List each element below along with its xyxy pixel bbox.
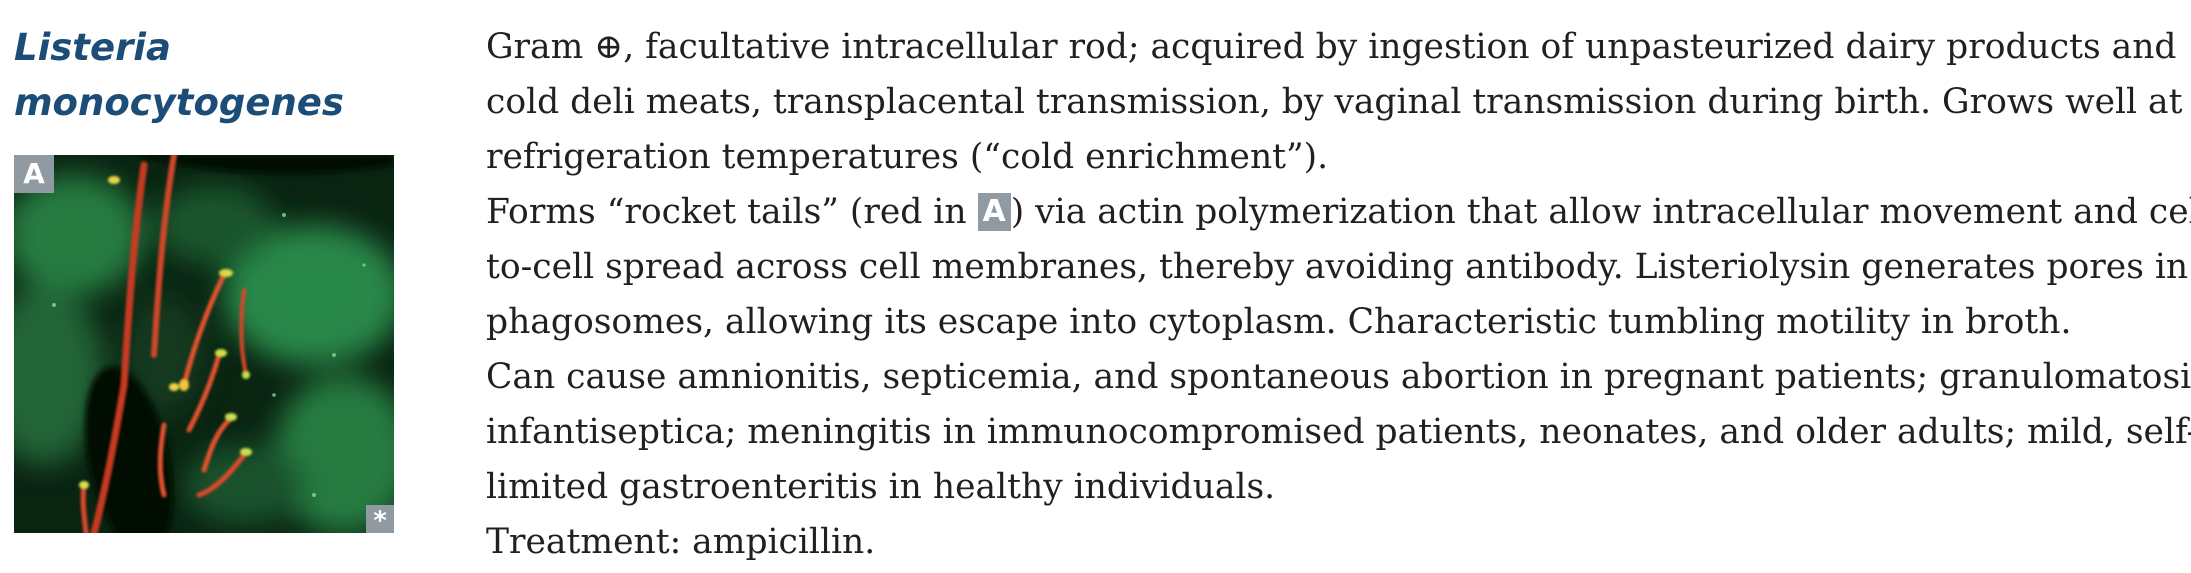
paragraph-line: cold deli meats, transplacental transmis…	[486, 82, 2183, 122]
paragraph-rocket-tails: Forms “rocket tails” (red in A) via acti…	[486, 185, 2191, 350]
paragraph-line: phagosomes, allowing its escape into cyt…	[486, 302, 2072, 342]
organism-heading-block: Listeria monocytogenes	[14, 20, 434, 130]
paragraph-line: infantiseptica; meningitis in immunocomp…	[486, 412, 2191, 452]
paragraph-line: Can cause amnionitis, septicemia, and sp…	[486, 357, 2191, 397]
paragraph-clinical: Can cause amnionitis, septicemia, and sp…	[486, 350, 2191, 515]
paragraph-line: limited gastroenteritis in healthy indiv…	[486, 467, 1276, 507]
paragraph-treatment: Treatment: ampicillin.	[486, 515, 2176, 570]
paragraph-text-segment: Forms “rocket tails” (red in	[486, 192, 978, 232]
micrograph-figure: A *	[14, 155, 394, 533]
organism-name-genus: Listeria	[14, 26, 171, 69]
organism-name-species: monocytogenes	[14, 81, 344, 124]
paragraph-line: Gram ⊕, facultative intracellular rod; a…	[486, 27, 2177, 67]
paragraph-line: Treatment: ampicillin.	[486, 522, 876, 562]
inline-figure-ref-a: A	[977, 193, 1011, 231]
paragraph-text-segment: ) via actin polymerization that allow in…	[1010, 192, 2191, 232]
description-body: Gram ⊕, facultative intracellular rod; a…	[486, 20, 2191, 570]
paragraph-line: Forms “rocket tails” (red in A) via acti…	[486, 185, 2191, 240]
paragraph-line: refrigeration temperatures (“cold enrich…	[486, 137, 1329, 177]
micrograph-image	[14, 155, 394, 533]
paragraph-characteristics: Gram ⊕, facultative intracellular rod; a…	[486, 20, 2183, 185]
paragraph-line: to-cell spread across cell membranes, th…	[486, 247, 2189, 287]
figure-label-a: A	[14, 155, 54, 193]
figure-corner-asterisk: *	[366, 505, 394, 533]
